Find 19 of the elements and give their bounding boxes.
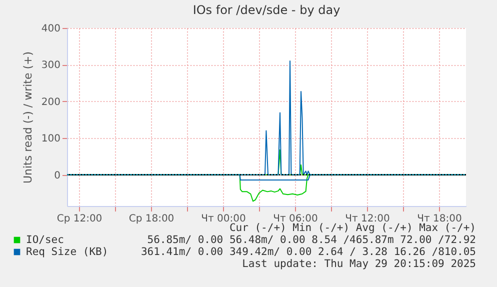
y-tick-label: 400	[41, 24, 60, 34]
x-tick-label: Ср 18:00	[128, 214, 174, 224]
legend-label: IO/sec	[26, 234, 64, 246]
y-tick-label: 200	[41, 96, 60, 108]
x-tick-label: Чт 00:00	[201, 214, 246, 224]
y-tick-label: 300	[41, 60, 60, 72]
chart-title: IOs for /dev/sde - by day	[192, 3, 340, 17]
text: 56.85m/ 0.00 56.48m/ 0.00 8.54 /465.87m 72.00 /72.92	[147, 234, 476, 246]
x-tick-label: Ср 12:00	[56, 214, 102, 224]
text: Cur (-/+) Min (-/+) Avg (-/+) Max (-/+)	[229, 222, 476, 234]
x-tick-label: Чт 06:00	[273, 214, 318, 224]
y-tick-label: 100	[41, 134, 60, 145]
text: Last update: Thu May 29 20:15:09 2025	[242, 258, 476, 270]
x-tick-label: Чт 12:00	[345, 214, 390, 224]
text: 361.41m/ 0.00 349.42m/ 0.00 2.64 / 3.28 16.26 /810.05	[140, 246, 476, 258]
legend-label: Req Size (KB)	[26, 246, 108, 258]
y-tick-label: 0	[54, 170, 60, 182]
y-axis-title: Units read (-) / write (+)	[21, 51, 34, 184]
x-tick-label: Чт 18:00	[417, 214, 462, 224]
